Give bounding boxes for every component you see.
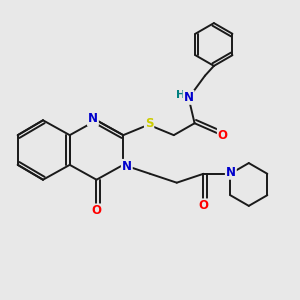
Text: S: S [145, 117, 153, 130]
Text: N: N [226, 166, 236, 179]
Text: N: N [184, 91, 194, 104]
Text: O: O [92, 204, 101, 218]
Text: N: N [122, 160, 132, 173]
Text: H: H [176, 90, 185, 100]
Text: N: N [88, 112, 98, 125]
Text: O: O [199, 200, 208, 212]
Text: O: O [218, 129, 228, 142]
